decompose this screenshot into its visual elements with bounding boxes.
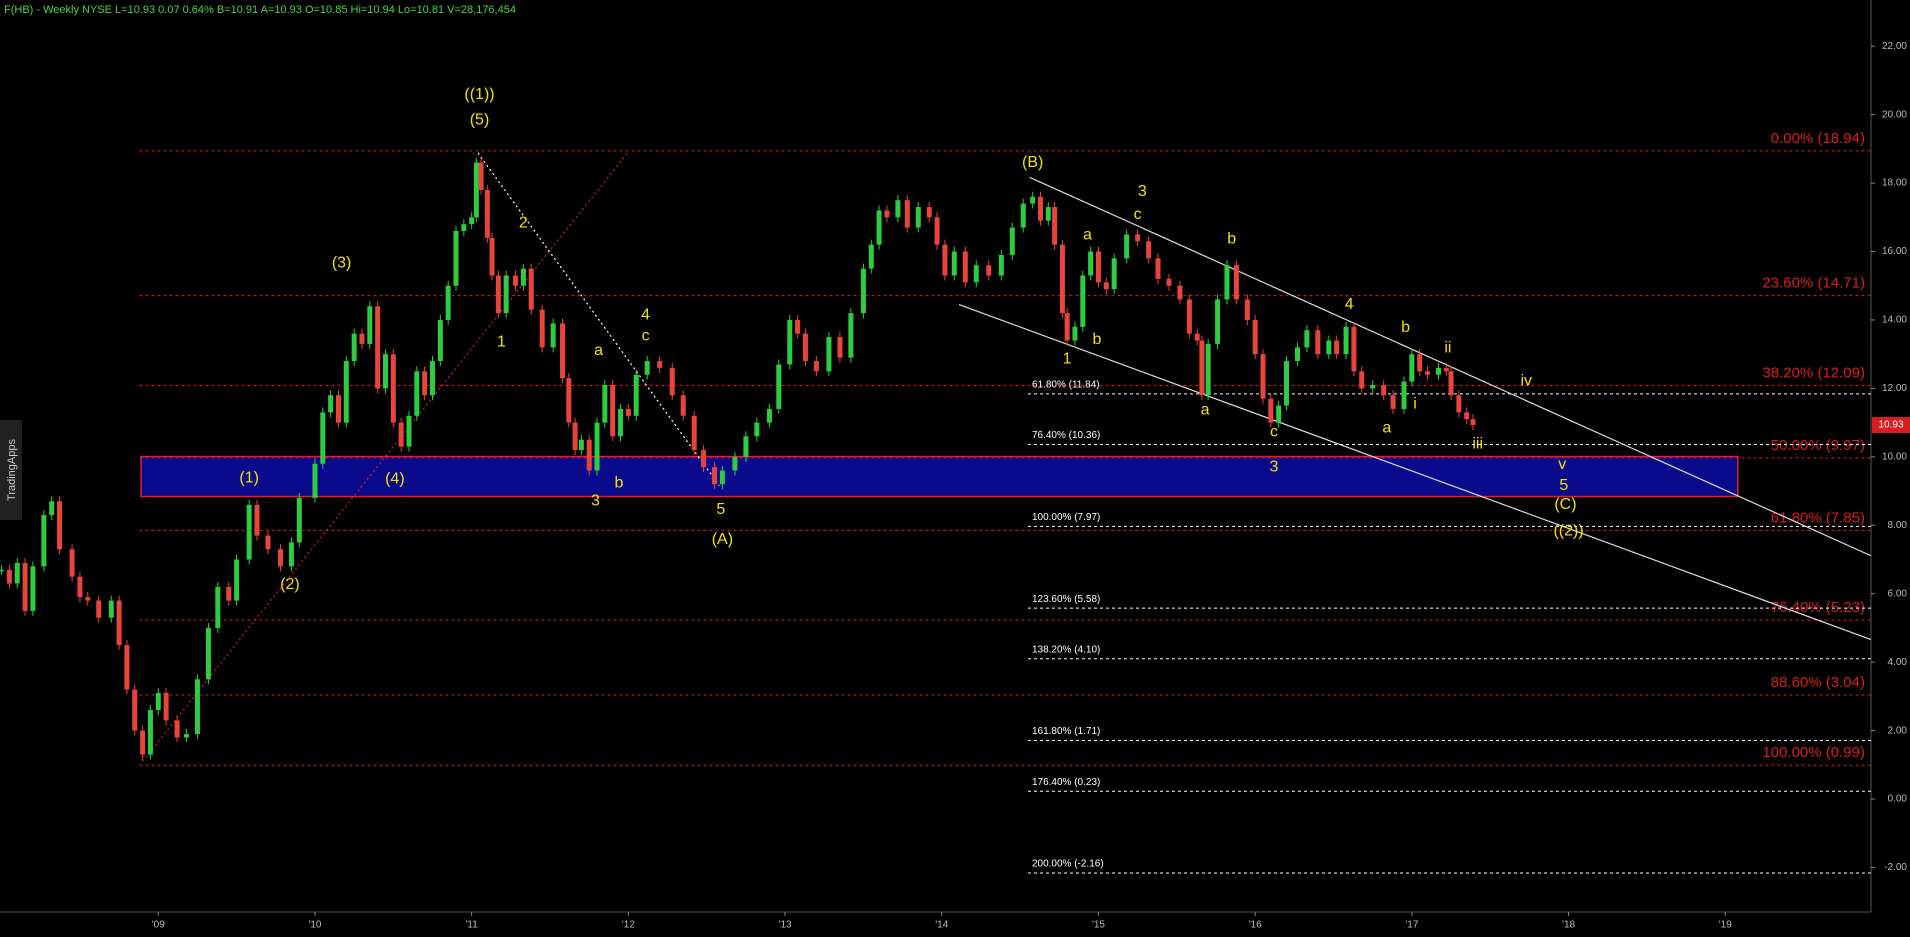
wave-label: c (1134, 206, 1142, 223)
fib-label: 123.60% (5.58) (1032, 594, 1100, 605)
fib-label: 61.80% (7.85) (1771, 509, 1865, 526)
y-tick-label: 10.00 (1882, 451, 1907, 462)
wave-label: 5 (716, 501, 725, 518)
wave-label: iv (1520, 372, 1532, 389)
y-tick-label: 4.00 (1888, 657, 1908, 668)
wave-label: b (1227, 230, 1236, 247)
last-price-label: 10.93 (1878, 420, 1903, 431)
wave-label: (1) (239, 469, 259, 486)
wave-label: (B) (1022, 154, 1043, 171)
trend-line (958, 304, 1872, 641)
fib-label: 50.00% (9.97) (1771, 437, 1865, 454)
wave-label: a (1382, 420, 1391, 437)
wave-label: 1 (497, 333, 506, 350)
wave-label: (C) (1554, 496, 1576, 513)
fib-label: 38.20% (12.09) (1762, 364, 1865, 381)
wave-label: c (1270, 423, 1278, 440)
support-zone (140, 455, 1739, 498)
fib-label: 76.40% (10.36) (1032, 430, 1100, 441)
fib-label: 100.00% (7.97) (1032, 512, 1100, 523)
wave-label: c (642, 328, 650, 345)
wave-label: (5) (470, 111, 490, 128)
wave-label: 4 (641, 307, 650, 324)
y-tick-label: 0.00 (1888, 794, 1908, 805)
x-tick-label: '11 (466, 920, 479, 931)
fib-label: 88.60% (3.04) (1771, 674, 1865, 691)
fib-label: 161.80% (1.71) (1032, 726, 1100, 737)
x-tick-label: '14 (935, 920, 948, 931)
wave-label: a (1083, 227, 1092, 244)
fib-label: 23.60% (14.71) (1762, 275, 1865, 292)
fib-label: 100.00% (0.99) (1762, 744, 1865, 761)
wave-label: ii (1444, 340, 1451, 357)
x-tick-label: '19 (1719, 920, 1732, 931)
trend-line (477, 152, 720, 486)
y-tick-label: 2.00 (1888, 725, 1908, 736)
fib-label: 138.20% (4.10) (1032, 644, 1100, 655)
trend-line (1029, 176, 1872, 557)
x-tick-label: '09 (152, 920, 165, 931)
x-tick-label: '12 (622, 920, 635, 931)
x-tick-label: '15 (1092, 920, 1105, 931)
y-tick-label: -2.00 (1884, 862, 1907, 873)
y-tick-label: 16.00 (1882, 246, 1907, 257)
y-tick-label: 14.00 (1882, 315, 1907, 326)
wave-label: 3 (591, 493, 600, 510)
wave-label: (4) (385, 471, 405, 488)
wave-label: a (1201, 402, 1210, 419)
wave-label: 3 (1270, 458, 1279, 475)
wave-label: a (594, 342, 603, 359)
y-tick-label: 12.00 (1882, 383, 1907, 394)
wave-label: 1 (1063, 351, 1072, 368)
wave-label: ((1)) (464, 86, 494, 103)
wave-label: ((2)) (1553, 523, 1583, 540)
wave-label: b (1401, 319, 1410, 336)
x-tick-label: '13 (779, 920, 792, 931)
wave-label: 3 (1138, 183, 1147, 200)
wave-label: (3) (332, 255, 352, 272)
y-tick-label: 20.00 (1882, 109, 1907, 120)
fib-label: 200.00% (-2.16) (1032, 859, 1104, 870)
wave-label: 2 (519, 215, 528, 232)
watermark-box (0, 420, 22, 520)
wave-label: 5 (1559, 477, 1568, 494)
wave-label: 4 (1345, 296, 1354, 313)
wave-label: v (1558, 456, 1566, 473)
wave-label: iii (1472, 435, 1483, 452)
fib-label: 61.80% (11.84) (1032, 380, 1100, 391)
x-tick-label: '18 (1562, 920, 1575, 931)
y-tick-label: 6.00 (1888, 588, 1908, 599)
x-tick-label: '16 (1249, 920, 1262, 931)
wave-label: (A) (712, 531, 733, 548)
header: F(HB) - Weekly NYSE L=10.93 0.07 0.64% B… (4, 4, 516, 16)
y-tick-label: 8.00 (1888, 520, 1908, 531)
y-tick-label: 18.00 (1882, 178, 1907, 189)
watermark: TradingApps (6, 439, 18, 501)
x-tick-label: '17 (1405, 920, 1418, 931)
wave-label: b (615, 474, 624, 491)
fib-label: 0.00% (18.94) (1771, 130, 1865, 147)
x-tick-label: '10 (308, 920, 321, 931)
y-tick-label: 22.00 (1882, 41, 1907, 52)
wave-label: (2) (280, 576, 300, 593)
wave-label: b (1092, 331, 1101, 348)
fib-label: 176.40% (0.23) (1032, 777, 1100, 788)
wave-label: i (1413, 395, 1417, 412)
last-price-tag (1872, 417, 1910, 434)
